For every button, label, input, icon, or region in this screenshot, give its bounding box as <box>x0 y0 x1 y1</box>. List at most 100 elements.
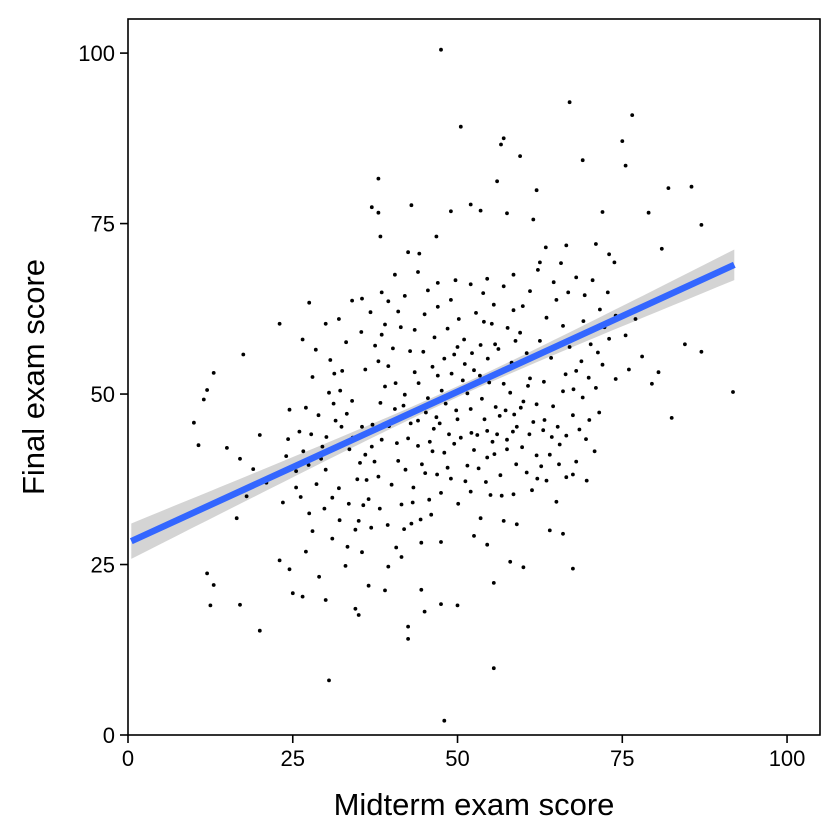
data-point <box>623 163 628 168</box>
data-point <box>396 459 401 463</box>
data-point <box>536 268 540 272</box>
data-point <box>551 404 555 409</box>
data-point <box>429 512 434 517</box>
data-point <box>298 495 303 499</box>
data-point <box>386 299 391 304</box>
data-point <box>487 380 492 385</box>
data-point <box>402 392 407 397</box>
data-point <box>484 480 488 484</box>
data-point <box>376 474 381 479</box>
data-point <box>393 381 398 385</box>
data-point <box>356 519 361 523</box>
data-point <box>472 534 476 538</box>
data-point <box>430 364 435 369</box>
data-point <box>369 525 374 530</box>
data-point <box>683 342 687 347</box>
data-point <box>403 467 408 472</box>
data-point <box>620 139 625 144</box>
data-point <box>251 467 256 471</box>
data-point <box>453 278 458 283</box>
data-point <box>337 486 341 491</box>
data-point <box>456 501 461 506</box>
data-point <box>443 401 448 406</box>
data-point <box>377 506 382 511</box>
data-point <box>463 479 468 484</box>
data-point <box>439 388 444 393</box>
data-point <box>511 308 516 313</box>
data-point <box>434 234 439 239</box>
data-point <box>376 176 381 181</box>
data-point <box>416 444 420 448</box>
data-point <box>442 718 447 723</box>
data-point <box>557 462 561 467</box>
data-point <box>324 435 329 439</box>
data-point <box>666 186 671 191</box>
data-point <box>372 459 377 464</box>
data-point <box>607 252 611 257</box>
data-point <box>439 491 443 495</box>
data-point <box>458 435 463 440</box>
data-point <box>320 444 325 449</box>
data-point <box>431 426 436 431</box>
data-point <box>358 461 362 465</box>
data-point <box>370 422 375 427</box>
data-point <box>327 390 331 395</box>
data-point <box>346 501 351 506</box>
data-point <box>518 154 522 159</box>
data-point <box>366 497 371 501</box>
data-point <box>472 368 476 373</box>
data-point <box>514 462 519 467</box>
data-point <box>323 321 328 326</box>
data-point <box>650 381 654 386</box>
data-point <box>304 405 308 410</box>
data-point <box>581 319 586 323</box>
data-point <box>501 136 506 141</box>
data-point <box>287 407 292 412</box>
data-point <box>564 433 569 438</box>
data-point <box>419 540 424 545</box>
data-point <box>633 317 638 321</box>
data-point <box>434 415 439 420</box>
data-point <box>465 391 470 396</box>
data-point <box>530 488 534 493</box>
data-point <box>478 373 482 378</box>
data-point <box>333 418 338 423</box>
data-point <box>586 375 591 380</box>
data-point <box>360 296 364 301</box>
x-tick-label: 100 <box>769 746 806 771</box>
data-point <box>485 542 490 547</box>
data-point <box>646 210 651 215</box>
data-point <box>373 343 377 348</box>
data-point <box>211 371 216 375</box>
data-point <box>435 373 440 378</box>
axes-layer: 0 25 50 75 100 0 25 50 75 100 <box>78 41 805 771</box>
data-point <box>376 210 381 215</box>
data-point <box>359 330 364 334</box>
data-point <box>437 421 442 426</box>
data-point <box>368 310 373 315</box>
y-tick-label: 50 <box>91 382 115 407</box>
data-point <box>731 390 735 394</box>
data-point <box>445 326 450 331</box>
data-point <box>491 581 496 585</box>
data-point <box>534 402 539 407</box>
data-point <box>281 500 285 505</box>
x-tick-label: 50 <box>445 746 469 771</box>
data-point <box>534 453 539 458</box>
regression-line <box>129 261 736 545</box>
x-tick-label: 75 <box>610 746 634 771</box>
data-point <box>416 381 421 385</box>
data-point <box>406 624 410 629</box>
data-point <box>284 454 289 458</box>
data-point <box>469 431 474 435</box>
data-point <box>408 349 412 353</box>
data-point <box>339 424 344 429</box>
data-point <box>393 272 397 277</box>
data-point <box>449 476 453 481</box>
data-point <box>512 412 517 417</box>
data-point <box>630 113 635 117</box>
data-point <box>538 339 542 343</box>
data-point <box>455 345 460 349</box>
data-point <box>418 517 423 522</box>
